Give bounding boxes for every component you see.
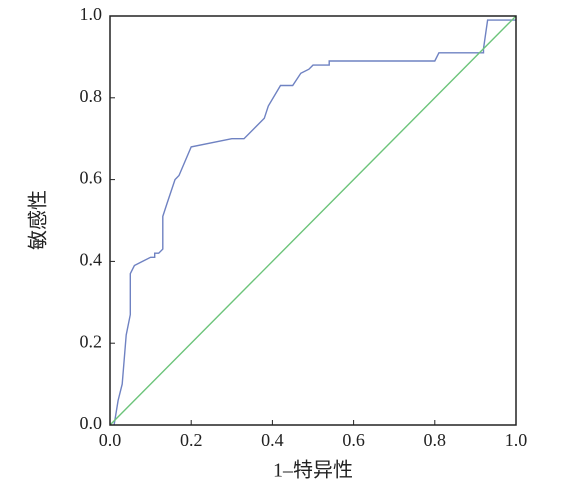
y-tick-label: 0.8 [80,86,103,106]
y-tick-label: 1.0 [80,4,103,24]
x-tick-label: 0.2 [180,430,203,450]
y-tick-label: 0.0 [80,413,103,433]
x-tick-label: 0.8 [424,430,447,450]
series-line [109,15,517,426]
x-axis-title: 1–特异性 [273,459,353,482]
x-tick-label: 0.4 [261,430,284,450]
y-tick-label: 0.2 [80,331,103,351]
y-tick-label: 0.4 [80,250,103,270]
y-tick-label: 0.6 [80,168,103,188]
x-tick-label: 1.0 [505,430,528,450]
y-axis-title: 敏感性 [27,190,50,250]
x-tick-label: 0.0 [99,430,122,450]
plot-frame [109,15,517,426]
series-line [113,19,516,426]
x-tick-label: 0.6 [342,430,365,450]
